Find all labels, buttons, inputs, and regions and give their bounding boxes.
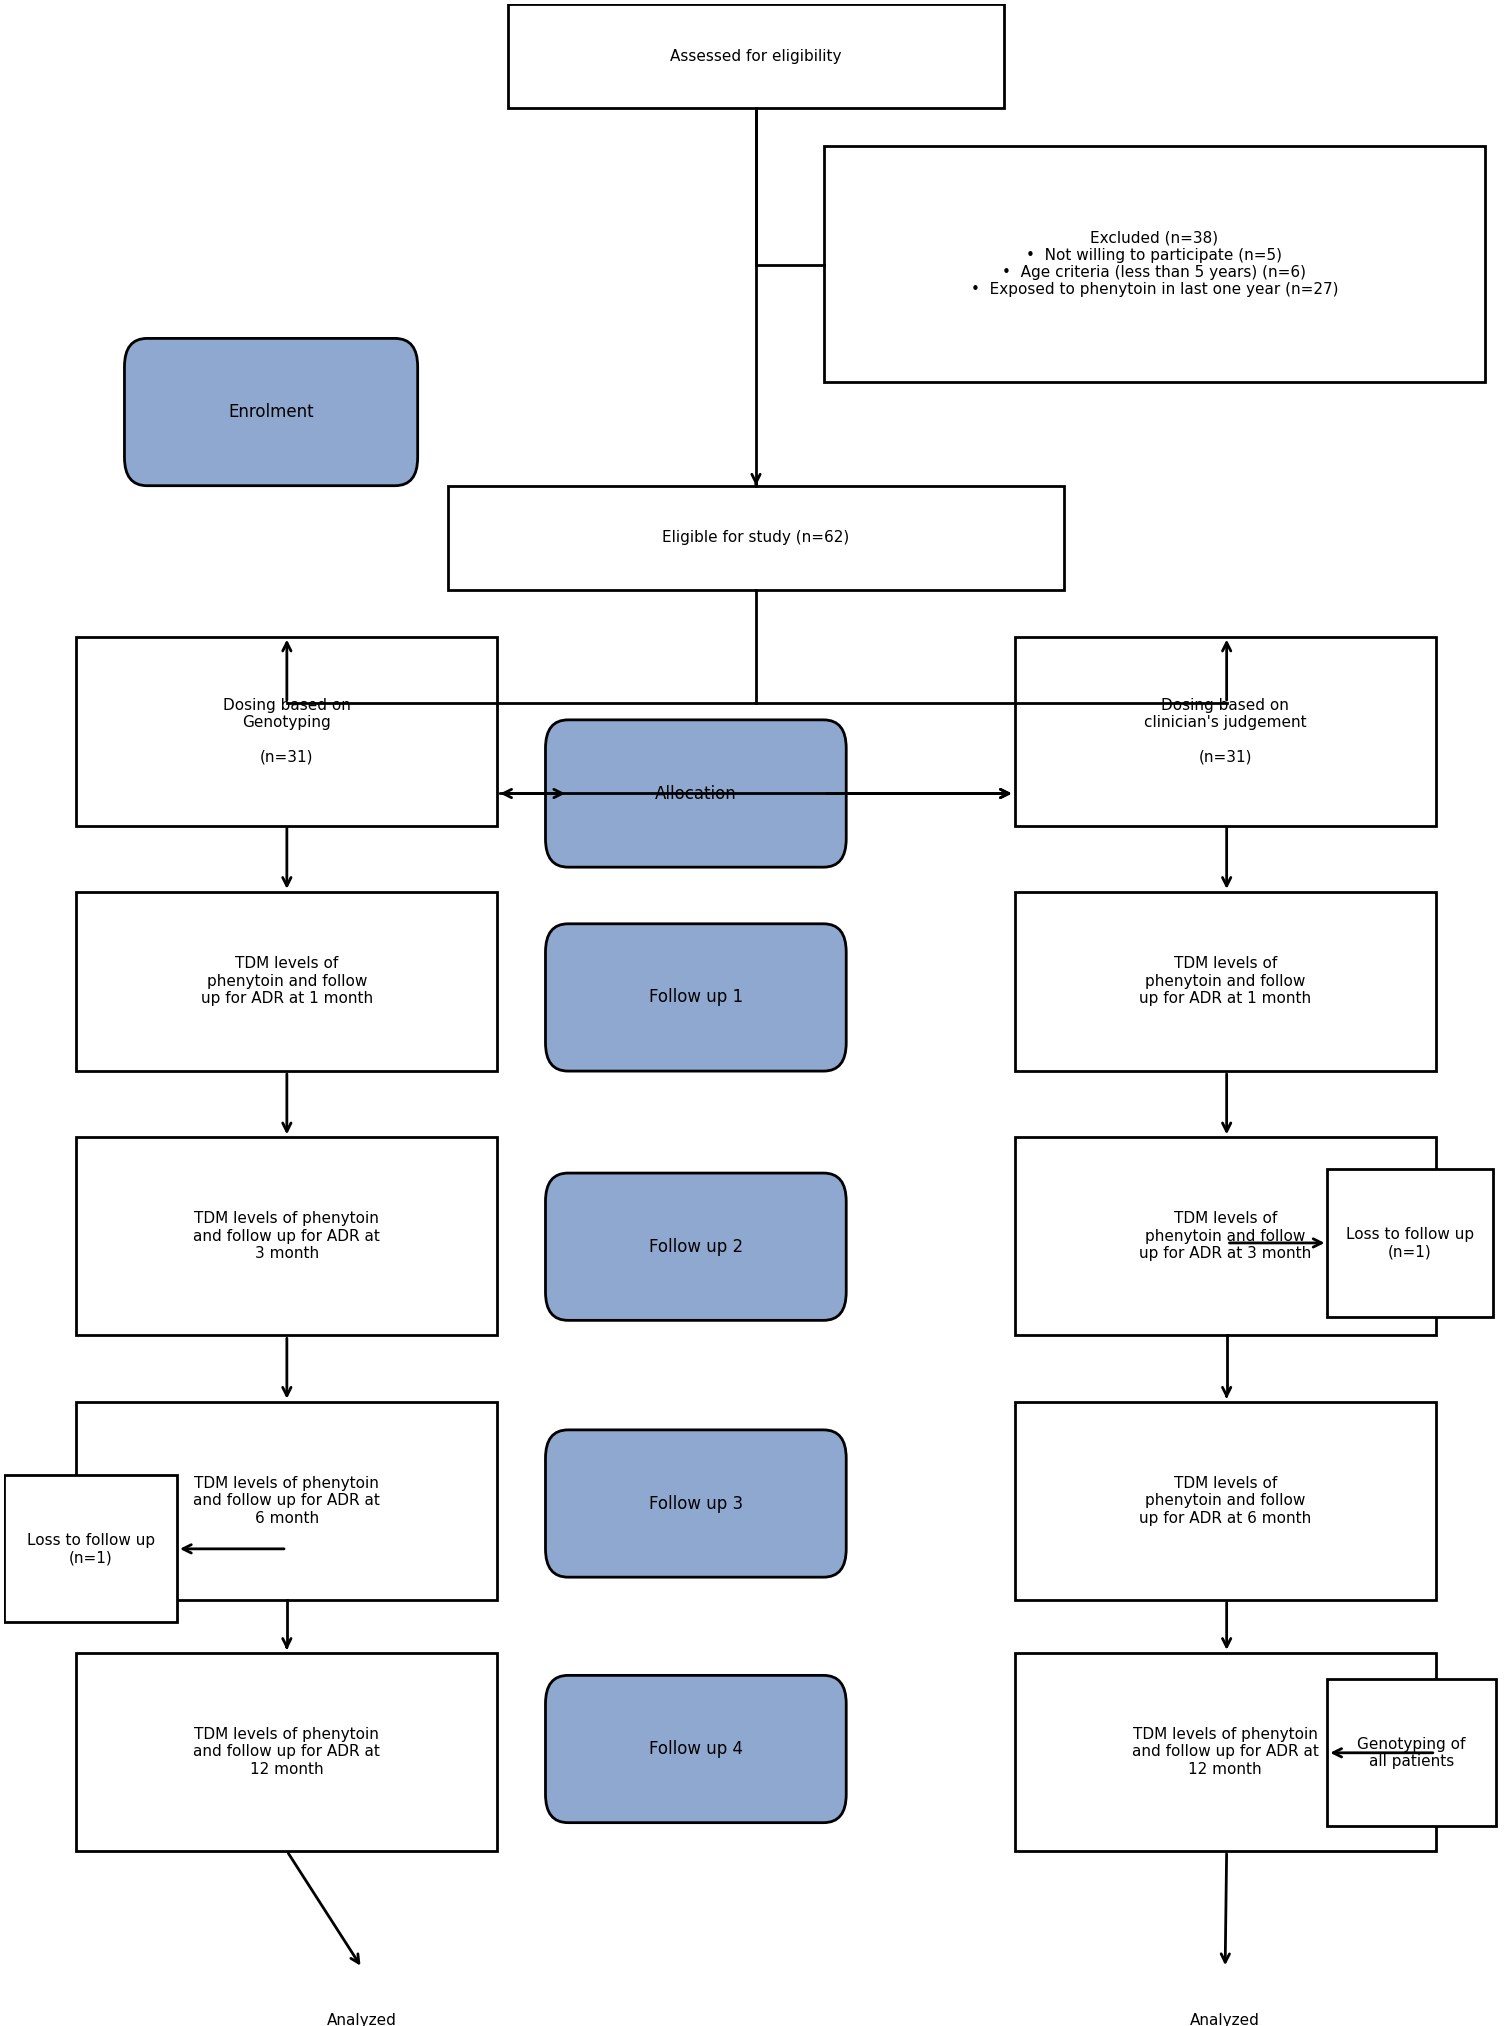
FancyBboxPatch shape <box>448 486 1064 590</box>
Text: Follow up 1: Follow up 1 <box>649 989 742 1007</box>
Text: Analyzed
(n=30): Analyzed (n=30) <box>1190 2014 1259 2026</box>
Text: Loss to follow up
(n=1): Loss to follow up (n=1) <box>27 1532 154 1564</box>
Text: Assessed for eligibility: Assessed for eligibility <box>670 49 842 63</box>
Text: Follow up 4: Follow up 4 <box>649 1740 742 1759</box>
Text: Allocation: Allocation <box>655 784 736 802</box>
Text: Follow up 3: Follow up 3 <box>649 1495 742 1513</box>
FancyBboxPatch shape <box>1015 891 1436 1072</box>
FancyBboxPatch shape <box>1015 1967 1436 2026</box>
FancyBboxPatch shape <box>1328 1169 1492 1317</box>
FancyBboxPatch shape <box>1015 1653 1436 1852</box>
Text: Analyzed
(n=30): Analyzed (n=30) <box>327 2014 398 2026</box>
Text: Dosing based on
Genotyping

(n=31): Dosing based on Genotyping (n=31) <box>222 697 351 764</box>
Text: Excluded (n=38)
•  Not willing to participate (n=5)
•  Age criteria (less than 5: Excluded (n=38) • Not willing to partici… <box>971 231 1338 298</box>
FancyBboxPatch shape <box>546 1430 847 1576</box>
FancyBboxPatch shape <box>76 891 497 1072</box>
Text: TDM levels of
phenytoin and follow
up for ADR at 1 month: TDM levels of phenytoin and follow up fo… <box>201 956 373 1007</box>
Text: TDM levels of phenytoin
and follow up for ADR at
12 month: TDM levels of phenytoin and follow up fo… <box>1131 1726 1318 1777</box>
Text: TDM levels of
phenytoin and follow
up for ADR at 1 month: TDM levels of phenytoin and follow up fo… <box>1139 956 1311 1007</box>
Text: Enrolment: Enrolment <box>228 403 314 421</box>
FancyBboxPatch shape <box>1015 1137 1436 1335</box>
FancyBboxPatch shape <box>546 1173 847 1321</box>
FancyBboxPatch shape <box>1015 1402 1436 1601</box>
FancyBboxPatch shape <box>546 1676 847 1823</box>
Text: TDM levels of phenytoin
and follow up for ADR at
12 month: TDM levels of phenytoin and follow up fo… <box>194 1726 381 1777</box>
FancyBboxPatch shape <box>76 636 497 827</box>
Text: Follow up 2: Follow up 2 <box>649 1238 742 1256</box>
FancyBboxPatch shape <box>546 719 847 867</box>
FancyBboxPatch shape <box>508 4 1004 107</box>
FancyBboxPatch shape <box>5 1475 177 1623</box>
FancyBboxPatch shape <box>76 1402 497 1601</box>
Text: Loss to follow up
(n=1): Loss to follow up (n=1) <box>1346 1226 1474 1258</box>
FancyBboxPatch shape <box>546 924 847 1072</box>
FancyBboxPatch shape <box>824 146 1485 381</box>
FancyBboxPatch shape <box>200 1967 525 2026</box>
Text: TDM levels of
phenytoin and follow
up for ADR at 6 month: TDM levels of phenytoin and follow up fo… <box>1139 1475 1311 1526</box>
Text: TDM levels of
phenytoin and follow
up for ADR at 3 month: TDM levels of phenytoin and follow up fo… <box>1139 1212 1311 1262</box>
Text: TDM levels of phenytoin
and follow up for ADR at
3 month: TDM levels of phenytoin and follow up fo… <box>194 1212 381 1262</box>
Text: Eligible for study (n=62): Eligible for study (n=62) <box>662 531 850 545</box>
FancyBboxPatch shape <box>124 338 417 486</box>
Text: Dosing based on
clinician's judgement

(n=31): Dosing based on clinician's judgement (n… <box>1145 697 1306 764</box>
FancyBboxPatch shape <box>1015 636 1436 827</box>
Text: Genotyping of
all patients: Genotyping of all patients <box>1358 1736 1465 1769</box>
FancyBboxPatch shape <box>76 1137 497 1335</box>
FancyBboxPatch shape <box>1328 1680 1495 1827</box>
FancyBboxPatch shape <box>76 1653 497 1852</box>
Text: TDM levels of phenytoin
and follow up for ADR at
6 month: TDM levels of phenytoin and follow up fo… <box>194 1475 381 1526</box>
